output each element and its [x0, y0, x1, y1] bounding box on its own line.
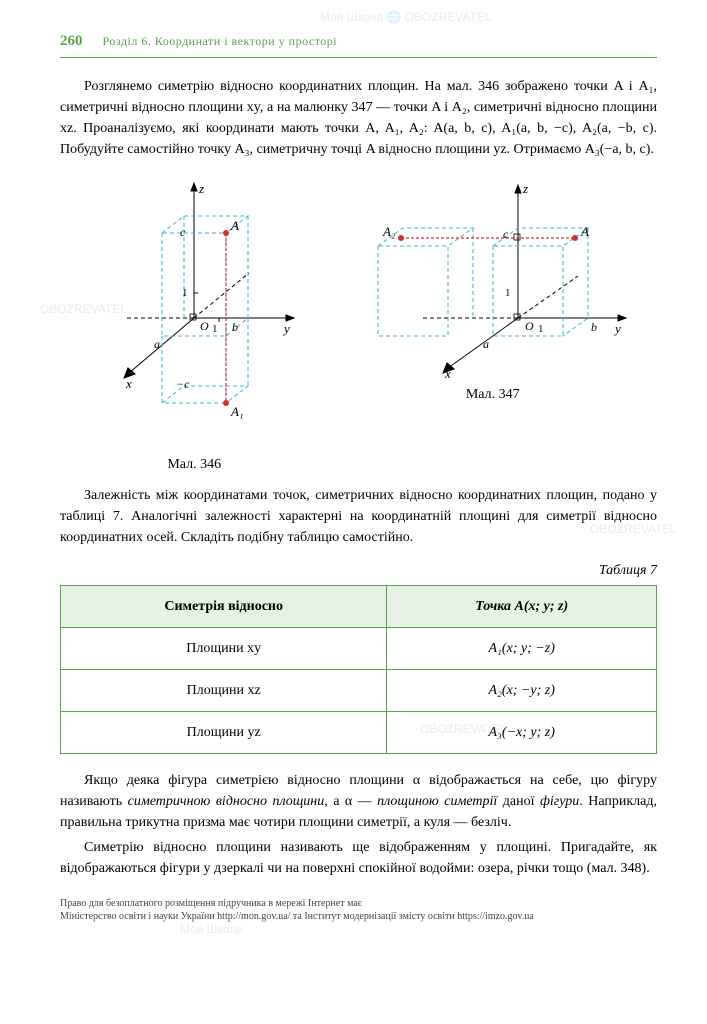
- paragraph-2: Залежність між координатами точок, симет…: [60, 485, 657, 548]
- figure-347-svg: z x y O A A₂ a b c 1 1: [353, 178, 633, 378]
- svg-text:1: 1: [182, 287, 188, 299]
- table-cell: A₂(x; −y; z): [387, 669, 657, 711]
- table-cell: Площини xy: [61, 627, 387, 669]
- svg-text:A₁: A₁: [230, 404, 243, 419]
- table-row: Площини xz A₂(x; −y; z): [61, 669, 657, 711]
- paragraph-1: Розглянемо симетрію відносно координатни…: [60, 76, 657, 160]
- svg-text:1: 1: [212, 323, 218, 335]
- svg-text:c: c: [180, 225, 186, 239]
- symmetry-table: Симетрія відносно Точка A(x; y; z) Площи…: [60, 585, 657, 754]
- figure-346-svg: z x y O A A₁ a b c −c 1 1: [84, 178, 304, 448]
- figure-346: z x y O A A₁ a b c −c 1 1 Мал. 346: [84, 178, 304, 475]
- page-number: 260: [60, 30, 83, 53]
- watermark: Моя Школа: [180, 920, 243, 938]
- footer-note: Право для безоплатного розміщення підруч…: [60, 897, 657, 923]
- svg-text:A: A: [230, 218, 239, 233]
- svg-text:1: 1: [505, 287, 511, 299]
- table-cell: Площини yz: [61, 711, 387, 753]
- svg-text:x: x: [444, 366, 451, 378]
- svg-text:−c: −c: [176, 377, 190, 391]
- table-header-2: Точка A(x; y; z): [387, 585, 657, 627]
- svg-text:b: b: [591, 320, 597, 334]
- svg-text:1: 1: [538, 323, 544, 335]
- svg-text:a: a: [483, 337, 489, 351]
- svg-text:a: a: [154, 337, 160, 351]
- table-header-1: Симетрія відносно: [61, 585, 387, 627]
- watermark: Моя Школа 🌐 OBOZREVATEL: [320, 8, 492, 26]
- svg-text:A₂: A₂: [382, 224, 396, 239]
- figures-row: z x y O A A₁ a b c −c 1 1 Мал. 346: [60, 178, 657, 475]
- svg-text:c: c: [503, 227, 509, 241]
- table-row: Площини xy A₁(x; y; −z): [61, 627, 657, 669]
- svg-text:x: x: [125, 376, 132, 391]
- svg-text:O: O: [525, 319, 534, 333]
- table-cell: A₃(−x; y; z): [387, 711, 657, 753]
- svg-text:z: z: [198, 181, 204, 196]
- paragraph-4: Симетрію відносно площини називають ще в…: [60, 837, 657, 879]
- svg-text:b: b: [232, 320, 238, 334]
- svg-text:y: y: [613, 321, 621, 336]
- figure-346-caption: Мал. 346: [84, 454, 304, 475]
- table-cell: Площини xz: [61, 669, 387, 711]
- table-cell: A₁(x; y; −z): [387, 627, 657, 669]
- footer-line-2: Міністерство освіти і науки України http…: [60, 910, 657, 923]
- svg-text:A: A: [580, 224, 589, 239]
- page-header: 260 Розділ 6. Координати і вектори у про…: [60, 30, 657, 58]
- table-label: Таблиця 7: [60, 560, 657, 581]
- svg-text:O: O: [200, 319, 209, 333]
- figure-347-caption: Мал. 347: [353, 384, 633, 405]
- paragraph-3: Якщо деяка фігура симетрією відносно пло…: [60, 770, 657, 833]
- table-row: Площини yz A₃(−x; y; z): [61, 711, 657, 753]
- section-title: Розділ 6. Координати і вектори у простор…: [103, 32, 338, 50]
- footer-line-1: Право для безоплатного розміщення підруч…: [60, 897, 657, 910]
- svg-text:y: y: [282, 321, 290, 336]
- figure-347: z x y O A A₂ a b c 1 1 Мал. 347: [353, 178, 633, 475]
- svg-text:z: z: [522, 181, 528, 196]
